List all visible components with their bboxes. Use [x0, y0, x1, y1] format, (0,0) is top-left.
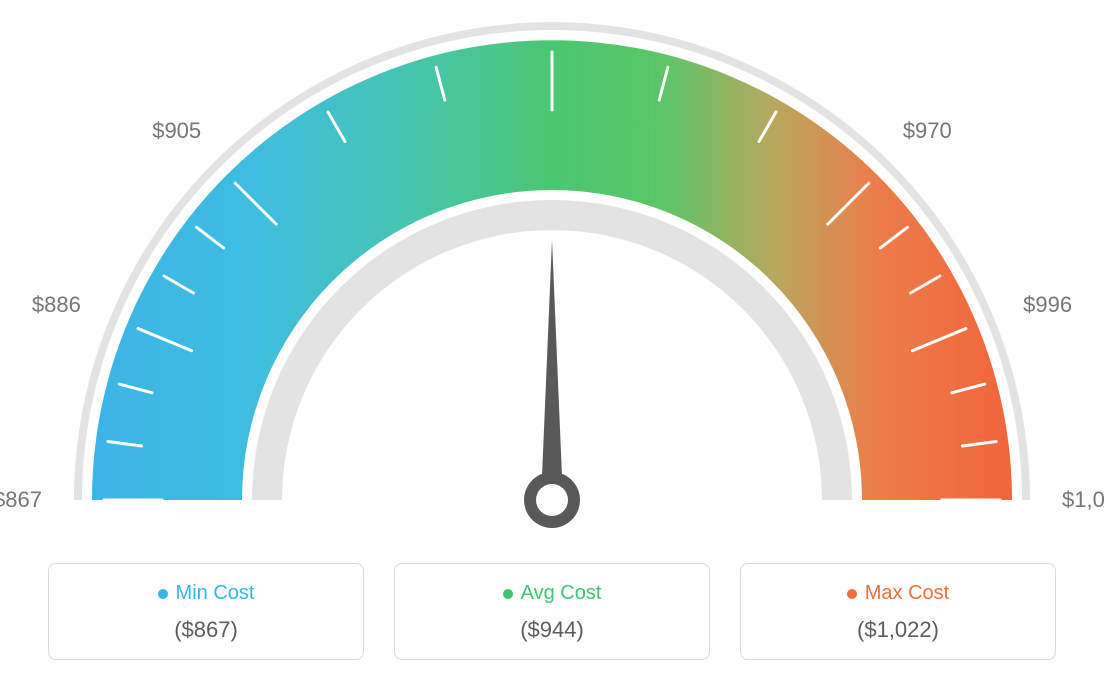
legend-label: Min Cost: [176, 582, 255, 605]
legend-label: Max Cost: [865, 582, 949, 605]
legend-value-min: ($867): [59, 617, 353, 643]
gauge-tick-label: $996: [1023, 292, 1072, 318]
gauge-tick-label: $886: [32, 292, 81, 318]
legend-label: Avg Cost: [521, 582, 602, 605]
gauge-tick-label: $970: [903, 119, 952, 145]
dot-icon: [847, 589, 857, 599]
legend-title-avg: Avg Cost: [503, 582, 602, 605]
legend-value-max: ($1,022): [751, 617, 1045, 643]
gauge-tick-label: $905: [152, 119, 201, 145]
legend-card-avg: Avg Cost ($944): [394, 563, 710, 660]
legend-card-min: Min Cost ($867): [48, 563, 364, 660]
gauge-tick-label: $867: [0, 487, 42, 513]
gauge-svg: [0, 0, 1104, 560]
legend-title-min: Min Cost: [158, 582, 255, 605]
legend-value-avg: ($944): [405, 617, 699, 643]
legend-card-max: Max Cost ($1,022): [740, 563, 1056, 660]
dot-icon: [503, 589, 513, 599]
legend-title-max: Max Cost: [847, 582, 949, 605]
gauge-tick-label: $1,022: [1062, 487, 1104, 513]
legend-row: Min Cost ($867) Avg Cost ($944) Max Cost…: [48, 563, 1056, 660]
dot-icon: [158, 589, 168, 599]
cost-gauge: $867$886$905$944$970$996$1,022: [0, 0, 1104, 560]
